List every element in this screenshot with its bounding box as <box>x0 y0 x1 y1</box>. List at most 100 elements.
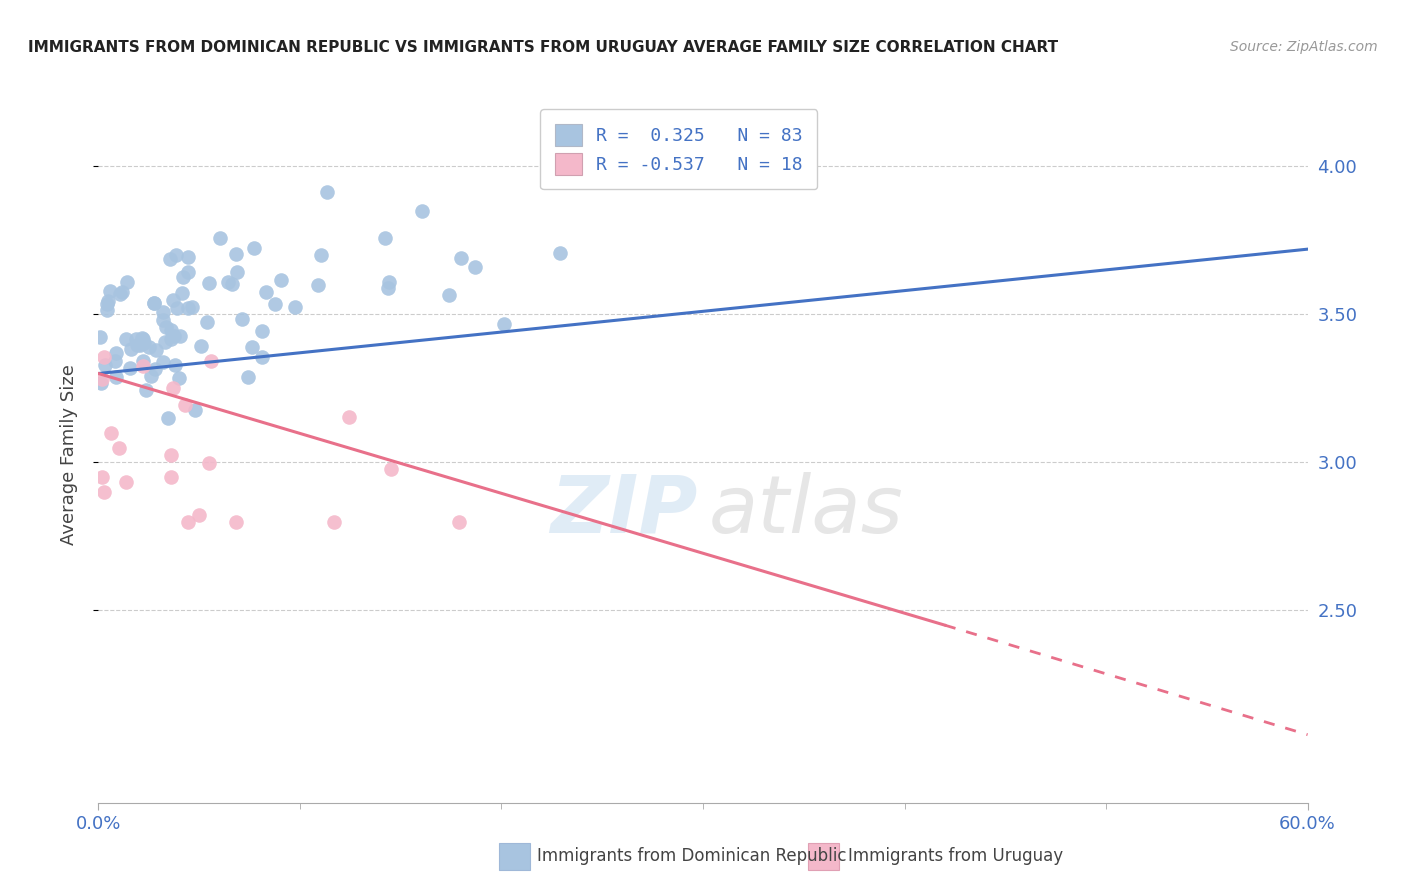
Point <box>152 313 174 327</box>
Point <box>145 343 167 358</box>
Point <box>152 355 174 369</box>
Point <box>183 403 205 417</box>
Point <box>254 285 277 299</box>
Point <box>172 286 194 301</box>
Point <box>309 248 332 262</box>
Point <box>157 411 180 425</box>
Point <box>307 277 329 292</box>
Point <box>153 335 176 350</box>
Point <box>323 515 346 529</box>
Point <box>217 275 239 289</box>
Point <box>90 372 112 386</box>
Text: Source: ZipAtlas.com: Source: ZipAtlas.com <box>1230 40 1378 54</box>
Point <box>177 250 200 264</box>
Point <box>225 247 247 261</box>
Point <box>374 230 396 244</box>
Point <box>107 441 129 455</box>
Point <box>464 260 486 274</box>
Point <box>160 470 183 484</box>
Text: atlas: atlas <box>709 472 904 549</box>
Point <box>177 515 200 529</box>
Point <box>138 340 160 354</box>
Point <box>135 384 157 398</box>
Point <box>104 354 127 368</box>
Point <box>165 248 187 262</box>
Point <box>152 305 174 319</box>
Point <box>89 330 111 344</box>
Point <box>337 410 360 425</box>
Point <box>117 275 139 289</box>
Point <box>169 329 191 343</box>
Point <box>160 448 183 462</box>
Legend: R =  0.325   N = 83, R = -0.537   N = 18: R = 0.325 N = 83, R = -0.537 N = 18 <box>540 109 817 189</box>
Point <box>284 301 307 315</box>
Point <box>114 475 136 489</box>
Point <box>177 265 200 279</box>
Point <box>132 359 155 373</box>
Point <box>143 362 166 376</box>
Point <box>187 508 209 523</box>
Point <box>115 332 138 346</box>
Point <box>111 285 134 299</box>
Point <box>94 358 117 372</box>
Point <box>96 303 118 318</box>
Point <box>132 332 155 346</box>
Point <box>132 353 155 368</box>
Point <box>91 470 114 484</box>
Point <box>315 185 337 199</box>
Text: Immigrants from Uruguay: Immigrants from Uruguay <box>848 847 1063 865</box>
Point <box>221 277 243 291</box>
Y-axis label: Average Family Size: Average Family Size <box>59 365 77 545</box>
Point <box>110 287 132 301</box>
Text: Immigrants from Dominican Republic: Immigrants from Dominican Republic <box>537 847 846 865</box>
Point <box>163 358 186 372</box>
Point <box>250 324 273 338</box>
Point <box>231 312 253 326</box>
Point <box>162 381 184 395</box>
Point <box>377 281 399 295</box>
Point <box>225 515 247 529</box>
Point <box>96 297 118 311</box>
Point <box>159 252 181 266</box>
Point <box>104 346 127 360</box>
Point <box>160 332 183 346</box>
Point <box>162 293 184 307</box>
Point <box>411 203 433 218</box>
Point <box>492 317 515 331</box>
Point <box>264 297 287 311</box>
Point <box>125 332 148 346</box>
Point <box>439 287 461 301</box>
Point <box>166 301 188 315</box>
Point <box>127 337 149 351</box>
Point <box>240 340 263 354</box>
Point <box>97 294 120 309</box>
Point <box>226 264 249 278</box>
Point <box>380 462 402 476</box>
Point <box>173 398 195 412</box>
Point <box>128 338 150 352</box>
Point <box>449 515 471 529</box>
Point <box>378 275 401 289</box>
Point <box>177 301 200 315</box>
Point <box>195 315 218 329</box>
Point <box>90 376 112 390</box>
Point <box>120 342 142 356</box>
Point <box>172 270 194 285</box>
Point <box>93 350 115 364</box>
Point <box>548 246 571 260</box>
Point <box>167 370 190 384</box>
Point <box>197 456 219 470</box>
Point <box>143 295 166 310</box>
Point <box>93 484 115 499</box>
Point <box>132 336 155 351</box>
Text: ZIP: ZIP <box>550 472 697 549</box>
Point <box>120 361 142 376</box>
Point <box>160 323 183 337</box>
Point <box>105 370 128 384</box>
Point <box>236 369 259 384</box>
Point <box>190 339 212 353</box>
Point <box>100 426 122 441</box>
Point <box>181 300 204 314</box>
Point <box>155 320 177 334</box>
Point <box>450 252 472 266</box>
